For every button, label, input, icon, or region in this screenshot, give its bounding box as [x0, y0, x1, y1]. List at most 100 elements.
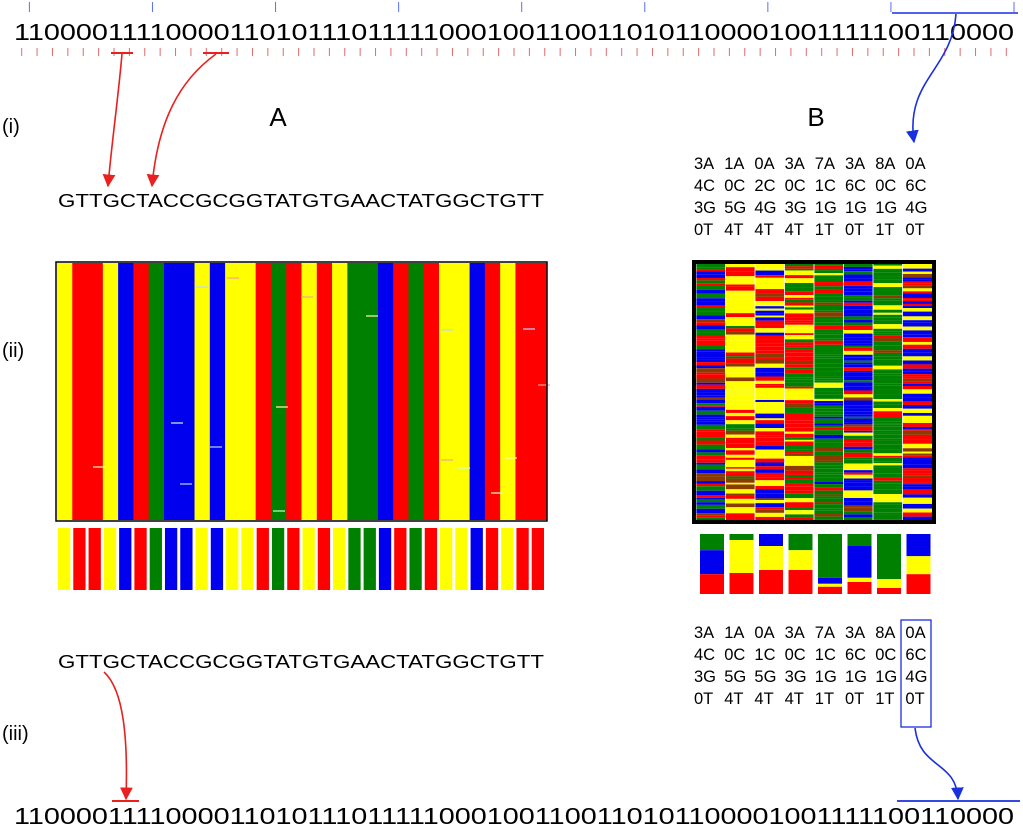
mini-bar	[455, 528, 468, 590]
matrix-cell: 3A	[694, 155, 714, 173]
matrix-cell: 1G	[875, 668, 897, 686]
heatmap-stripe	[814, 264, 844, 266]
heatmap-stripe	[814, 329, 844, 333]
mini-bar	[516, 528, 529, 590]
heatmap-stripe	[725, 467, 756, 469]
heatmap-stripe	[784, 291, 815, 296]
heatmap-stripe	[873, 335, 903, 339]
heatmap-stripe	[755, 357, 785, 359]
composition-segment-blue	[759, 534, 783, 546]
heatmap-stripe	[902, 364, 933, 369]
heatmap-stripe	[902, 383, 933, 386]
heatmap-stripe	[725, 404, 756, 408]
heatmap-stripe	[696, 440, 726, 445]
heatmap-stripe	[814, 306, 844, 311]
heatmap-stripe	[902, 422, 933, 427]
heatmap-stripe	[814, 278, 844, 283]
heatmap-stripe	[873, 345, 903, 351]
heatmap-stripe	[902, 306, 933, 309]
heatmap-stripe	[784, 373, 815, 378]
matrix-cell: 3G	[694, 668, 716, 686]
heatmap-stripe	[902, 397, 933, 402]
heatmap-stripe	[843, 426, 874, 431]
heatmap-stripe	[725, 409, 756, 413]
heatmap-stripe	[755, 458, 785, 463]
heatmap-stripe	[725, 271, 756, 277]
barcode-column	[270, 263, 287, 520]
heatmap-stripe	[843, 297, 874, 301]
matrix-cell: 0A	[754, 624, 774, 642]
mini-bar	[180, 528, 193, 590]
heatmap-stripe	[755, 289, 785, 294]
heatmap-stripe	[755, 275, 785, 278]
heatmap-stripe	[725, 482, 756, 485]
heatmap-stripe	[902, 468, 933, 471]
heatmap-stripe	[725, 284, 756, 287]
heatmap-stripe	[814, 319, 844, 323]
heatmap-stripe	[814, 411, 844, 415]
heatmap-stripe	[755, 486, 785, 490]
heatmap-stripe	[755, 500, 785, 504]
heatmap-stripe	[873, 305, 903, 310]
heatmap-stripe	[755, 475, 785, 478]
heatmap-stripe	[814, 465, 844, 469]
heatmap-stripe	[873, 383, 903, 386]
heatmap-stripe	[696, 311, 726, 316]
heatmap-stripe	[696, 378, 726, 383]
heatmap-stripe	[725, 437, 756, 440]
heatmap-stripe	[755, 469, 785, 473]
blue-arrow-1	[906, 13, 957, 144]
heatmap-stripe	[784, 305, 815, 308]
mini-bar	[271, 528, 285, 590]
heatmap-stripe	[843, 382, 874, 387]
heatmap-stripe	[843, 490, 874, 494]
matrix-cell: 3G	[785, 199, 807, 217]
heatmap-stripe	[696, 410, 726, 415]
heatmap-stripe	[902, 303, 933, 307]
heatmap-stripe	[873, 489, 903, 495]
matrix-cell: 4C	[694, 177, 715, 195]
heatmap-stripe	[843, 435, 874, 439]
heatmap-stripe	[696, 269, 726, 272]
matrix-cell: 1G	[845, 668, 867, 686]
heatmap-stripe	[814, 423, 844, 426]
heatmap-stripe	[755, 285, 785, 290]
barcode-column	[148, 263, 165, 520]
heatmap-stripe	[784, 418, 815, 421]
heatmap-stripe	[843, 408, 874, 412]
matrix-cell: 0A	[754, 155, 774, 173]
mini-bar	[409, 528, 422, 590]
heatmap-stripe	[843, 480, 874, 483]
heatmap-stripe	[902, 271, 933, 274]
heatmap-stripe	[814, 502, 844, 505]
matrix-cell: 1C	[815, 646, 836, 664]
heatmap-stripe	[696, 335, 726, 339]
heatmap-stripe	[814, 442, 844, 447]
heatmap-stripe	[696, 395, 726, 398]
barcode-column	[240, 263, 257, 520]
heatmap-stripe	[873, 300, 903, 306]
heatmap-stripe	[725, 303, 756, 308]
heatmap-stripe	[725, 407, 756, 410]
heatmap-stripe	[814, 462, 844, 466]
heatmap-stripe	[725, 366, 756, 370]
heatmap-stripe	[814, 446, 844, 452]
heatmap-stripe	[784, 483, 815, 487]
heatmap-stripe	[755, 493, 785, 499]
heatmap-stripe	[784, 367, 815, 370]
heatmap-stripe	[725, 424, 756, 429]
heatmap-stripe	[902, 482, 933, 485]
heatmap-stripe	[696, 315, 726, 320]
heatmap-stripe	[873, 453, 903, 456]
heatmap-stripe	[725, 447, 756, 451]
heatmap-stripe	[873, 432, 903, 435]
matrix-cell: 4T	[754, 690, 773, 708]
heatmap-stripe	[725, 381, 756, 384]
panel-a-barcode-frame	[55, 261, 548, 522]
heatmap-stripe	[784, 268, 815, 271]
barcode-column	[286, 263, 302, 520]
heatmap-stripe	[784, 470, 815, 475]
bit-string-top: 1100001111000011010111011111000100110011…	[14, 19, 1014, 45]
heatmap-stripe	[696, 459, 726, 463]
panel-a-label: A	[269, 102, 287, 132]
